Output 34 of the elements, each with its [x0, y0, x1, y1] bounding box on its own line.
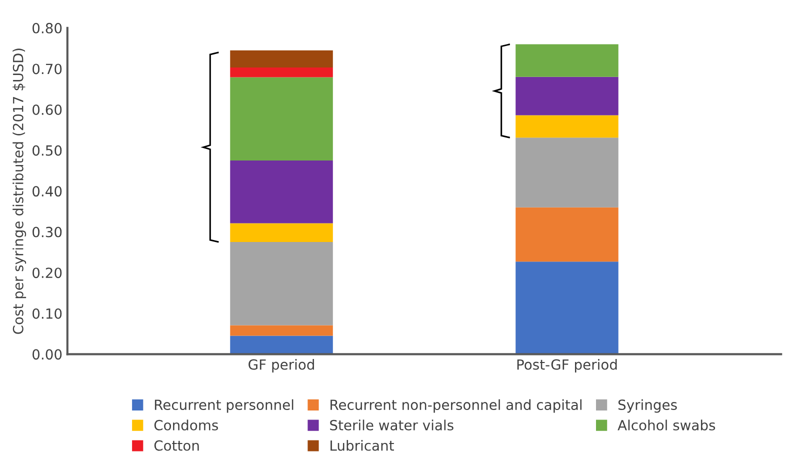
bar [230, 223, 333, 242]
y-tick-label: 0.70 [32, 64, 62, 74]
y-tick-label: 0.20 [32, 268, 62, 278]
x-tick-label: Post-GF period [517, 359, 617, 372]
legend-label: Sterile water vials [330, 420, 454, 430]
y-tick-label: 0.50 [32, 145, 62, 156]
bar [516, 76, 618, 116]
y-axis-title: Cost per syringe distributed (2017 $USD) [12, 48, 26, 334]
y-tick-label: 0.30 [32, 226, 62, 238]
bar [516, 138, 618, 208]
legend-label: Syringes [618, 399, 677, 413]
legend-label: Lubricant [330, 440, 394, 451]
legend-label: Recurrent non-personnel and capital [330, 399, 582, 413]
bar [230, 50, 333, 68]
legend-label: Alcohol swabs [618, 420, 716, 430]
legend-label: Cotton [154, 440, 199, 451]
bar [230, 160, 333, 224]
y-tick-label: 0.60 [32, 104, 62, 115]
bar [516, 115, 618, 138]
x-tick-label: GF period [248, 359, 314, 372]
y-tick-label: 0.10 [32, 308, 62, 319]
bar [230, 77, 333, 160]
legend-label: Recurrent personnel [154, 399, 294, 413]
bar [230, 242, 333, 326]
bar [516, 262, 618, 354]
bar [230, 68, 333, 78]
bar [516, 44, 618, 77]
y-tick-label: 0.40 [32, 186, 62, 197]
bar [230, 336, 333, 354]
bar [230, 325, 333, 336]
bar [516, 207, 618, 262]
y-tick-label: 0.00 [32, 349, 62, 360]
legend-label: Condoms [154, 420, 218, 430]
y-tick-label: 0.80 [32, 22, 62, 34]
